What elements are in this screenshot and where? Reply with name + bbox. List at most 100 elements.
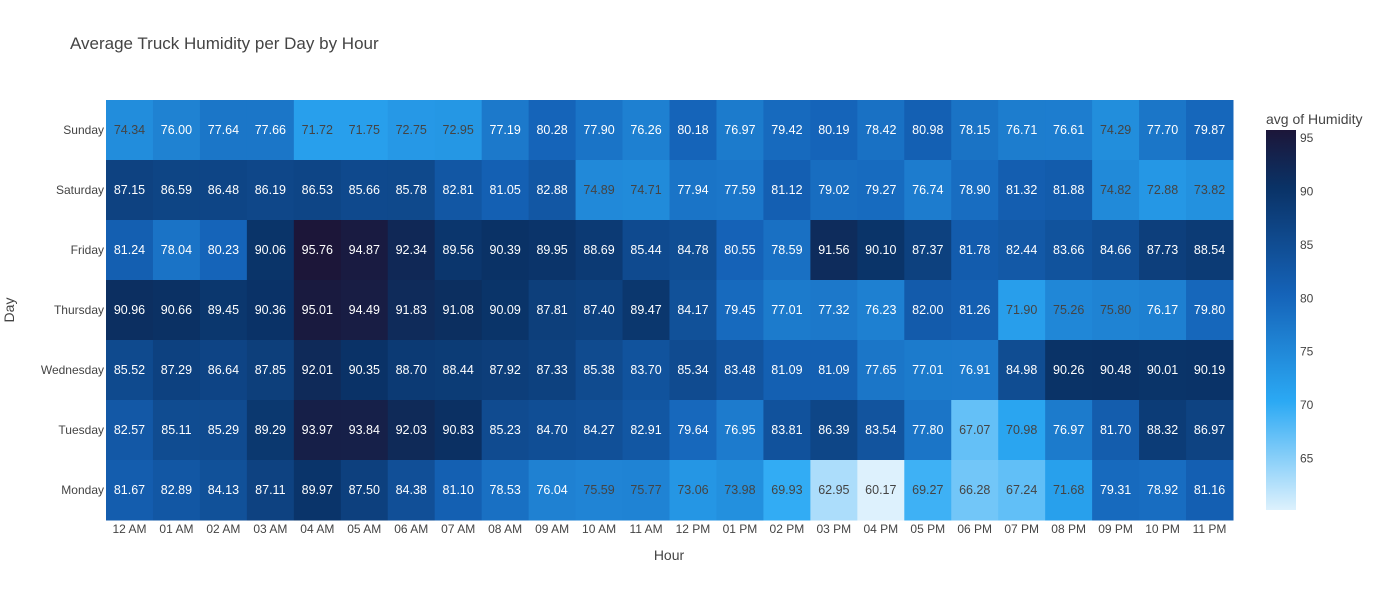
heatmap-cell: [1139, 340, 1187, 401]
heatmap-cell: [669, 340, 717, 401]
heatmap-cell: [857, 220, 905, 281]
heatmap-cell: [716, 100, 764, 161]
cell-value-label: 77.70: [1147, 123, 1178, 137]
heatmap-cell: [528, 460, 577, 521]
x-tick-label: 04 PM: [863, 522, 898, 536]
heatmap-cell: [293, 460, 342, 521]
cell-value-label: 79.42: [771, 123, 802, 137]
heatmap-cell: [246, 400, 295, 461]
cell-value-label: 80.28: [536, 123, 567, 137]
cell-value-label: 94.49: [349, 303, 380, 317]
heatmap-cell: [810, 220, 858, 281]
cell-value-label: 78.04: [161, 243, 192, 257]
cell-value-label: 60.17: [865, 483, 896, 497]
heatmap-cell: [763, 340, 811, 401]
x-tick-label: 04 AM: [300, 522, 334, 536]
heatmap-cell: [763, 220, 811, 281]
cell-value-label: 81.67: [114, 483, 145, 497]
heatmap-cell: [199, 340, 248, 401]
heatmap-cell: [998, 280, 1046, 341]
cell-value-label: 62.95: [818, 483, 849, 497]
heatmap-cell: [1139, 160, 1187, 221]
heatmap-cell: [293, 280, 342, 341]
heatmap-cell: [622, 160, 670, 221]
heatmap-cell: [340, 160, 389, 221]
cell-value-label: 83.66: [1053, 243, 1084, 257]
colorbar-gradient: [1266, 130, 1296, 510]
cell-value-label: 90.06: [255, 243, 286, 257]
heatmap-cell: [434, 340, 483, 401]
heatmap-cell: [810, 100, 858, 161]
heatmap-cell: [622, 460, 670, 521]
colorbar-tick-label: 90: [1300, 185, 1314, 199]
cell-value-label: 82.44: [1006, 243, 1037, 257]
heatmap-cell: [1186, 220, 1234, 281]
heatmap-cell: [1186, 160, 1234, 221]
cell-value-label: 76.23: [865, 303, 896, 317]
cell-value-label: 84.98: [1006, 363, 1037, 377]
heatmap-cell: [246, 220, 295, 281]
x-tick-label: 11 PM: [1193, 522, 1227, 536]
cell-value-label: 80.23: [208, 243, 239, 257]
heatmap-cell: [575, 160, 624, 221]
heatmap-cell: [1045, 100, 1093, 161]
cell-value-label: 76.97: [724, 123, 755, 137]
heatmap-cell: [857, 100, 905, 161]
cell-value-label: 85.11: [161, 423, 191, 437]
heatmap-cell: [1139, 100, 1187, 161]
cell-value-label: 84.27: [583, 423, 614, 437]
heatmap-cell: [763, 400, 811, 461]
cell-value-label: 83.70: [630, 363, 661, 377]
heatmap-cell: [152, 100, 201, 161]
x-tick-label: 02 AM: [206, 522, 240, 536]
heatmap-cell: [998, 340, 1046, 401]
cell-value-label: 76.97: [1053, 423, 1084, 437]
cell-value-label: 78.53: [490, 483, 521, 497]
heatmap-cell: [904, 460, 952, 521]
cell-value-label: 78.42: [865, 123, 896, 137]
cell-value-label: 87.73: [1147, 243, 1178, 257]
heatmap-cell: [387, 160, 436, 221]
cell-value-label: 81.88: [1053, 183, 1084, 197]
cell-value-label: 81.70: [1100, 423, 1131, 437]
heatmap-cell: [810, 400, 858, 461]
cell-value-label: 87.29: [161, 363, 192, 377]
y-axis-title: Day: [1, 298, 17, 323]
heatmap-cell: [152, 280, 201, 341]
y-axis-ticks: Sunday Saturday Friday Thursday Wednesday Tue…: [41, 123, 104, 497]
heatmap-cell: [904, 400, 952, 461]
cell-value-label: 90.83: [443, 423, 474, 437]
heatmap-cell: [434, 220, 483, 281]
heatmap-cell: [1045, 460, 1093, 521]
heatmap-cell: [152, 160, 201, 221]
cell-value-label: 67.24: [1006, 483, 1037, 497]
cell-value-label: 79.02: [818, 183, 849, 197]
heatmap-cell: [951, 280, 999, 341]
heatmap-cell: [857, 400, 905, 461]
heatmap-cell: [998, 220, 1046, 281]
heatmap-cell: [481, 340, 530, 401]
heatmap-cell: [340, 460, 389, 521]
heatmap-cell: [481, 160, 530, 221]
heatmap-cell: [340, 340, 389, 401]
cell-value-label: 79.31: [1100, 483, 1131, 497]
heatmap-cell: [106, 400, 154, 461]
x-tick-label: 02 PM: [770, 522, 805, 536]
cell-value-label: 71.90: [1006, 303, 1037, 317]
heatmap-cell: [575, 100, 624, 161]
heatmap-cell: [1139, 460, 1187, 521]
colorbar-ticks: 95 90 85 80 75 70 65: [1300, 131, 1314, 465]
cell-value-label: 81.16: [1194, 483, 1225, 497]
heatmap-cell: [152, 400, 201, 461]
x-tick-label: 08 PM: [1051, 522, 1086, 536]
heatmap-cell: [340, 280, 389, 341]
heatmap-cell: [1139, 280, 1187, 341]
cell-value-label: 85.23: [490, 423, 521, 437]
cell-value-label: 67.07: [959, 423, 990, 437]
cell-value-label: 81.26: [959, 303, 990, 317]
heatmap-cell: [106, 100, 154, 161]
heatmap-cell: [106, 220, 154, 281]
cell-value-label: 85.78: [396, 183, 427, 197]
heatmap-cell: [481, 100, 530, 161]
heatmap-cell: [1186, 100, 1234, 161]
